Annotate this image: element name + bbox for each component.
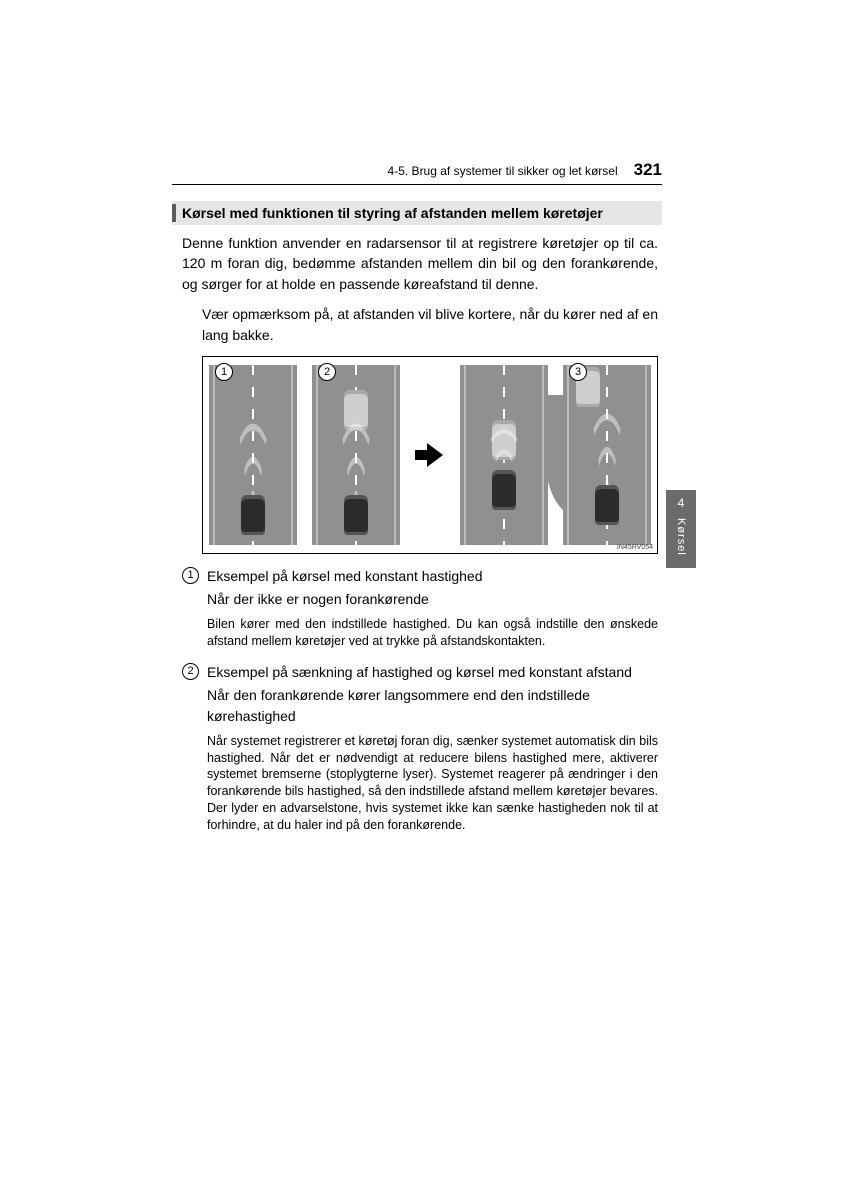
arrow-icon (415, 443, 445, 467)
diagram-label-3: 3 (569, 363, 587, 381)
page-header: 4-5. Brug af systemer til sikker og let … (172, 160, 662, 184)
item-subtitle: Når der ikke er nogen forankørende (207, 589, 658, 610)
car-icon (595, 485, 619, 525)
diagram-label-2: 2 (318, 363, 336, 381)
item-title: Eksempel på kørsel med konstant hastighe… (207, 566, 482, 587)
car-icon (241, 495, 265, 535)
header-rule (172, 184, 662, 185)
item-body: Når systemet registrerer et køretøj fora… (207, 733, 658, 834)
road-2a: 2 (312, 365, 400, 545)
page-number: 321 (634, 160, 662, 180)
intro-paragraph: Denne funktion anvender en radarsensor t… (182, 233, 658, 294)
item-title: Eksempel på sænkning af hastighed og kør… (207, 662, 632, 683)
diagram: 1 2 (202, 356, 658, 554)
car-icon (492, 470, 516, 510)
list-item: 2 Eksempel på sænkning af hastighed og k… (182, 662, 658, 834)
chapter-number: 4 (666, 490, 696, 510)
image-code: IN45RV054 (617, 544, 653, 551)
road-2b (460, 365, 548, 545)
section-title: Kørsel med funktionen til styring af afs… (182, 205, 603, 221)
road-1: 1 (209, 365, 297, 545)
side-tab: 4 Kørsel (666, 490, 696, 568)
item-number-2: 2 (182, 663, 199, 680)
chapter-label: Kørsel (675, 518, 687, 556)
item-subtitle: Når den forankørende kører langsommere e… (207, 685, 658, 727)
list-item: 1 Eksempel på kørsel med konstant hastig… (182, 566, 658, 650)
item-body: Bilen kører med den indstillede hastighe… (207, 616, 658, 650)
title-accent (172, 204, 176, 222)
section-title-bar: Kørsel med funktionen til styring af afs… (172, 201, 662, 225)
car-icon (344, 495, 368, 535)
diagram-label-1: 1 (215, 363, 233, 381)
note-paragraph: Vær opmærksom på, at afstanden vil blive… (202, 304, 658, 346)
item-number-1: 1 (182, 567, 199, 584)
road-3: 3 (563, 365, 651, 545)
section-label: 4-5. Brug af systemer til sikker og let … (388, 164, 618, 178)
